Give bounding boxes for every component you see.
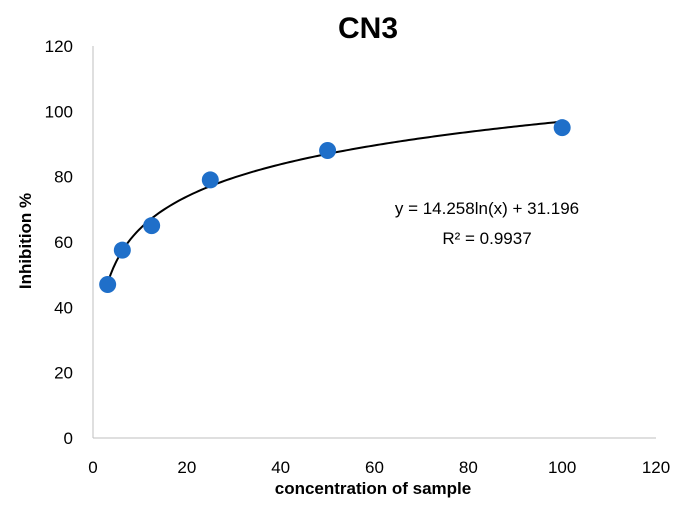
y-tick-label: 0 <box>64 429 73 448</box>
y-tick-label: 100 <box>45 102 73 121</box>
data-point <box>143 217 161 235</box>
trendline-equation: y = 14.258ln(x) + 31.196 <box>395 199 579 218</box>
data-point <box>99 275 117 293</box>
x-tick-label: 0 <box>88 458 97 477</box>
x-tick-label: 100 <box>548 458 576 477</box>
data-point <box>553 119 571 137</box>
data-point <box>113 241 131 259</box>
y-tick-label: 80 <box>54 168 73 187</box>
x-tick-label: 80 <box>459 458 478 477</box>
r-squared-label: R² = 0.9937 <box>442 229 531 248</box>
data-points <box>99 119 571 293</box>
y-tick-label: 120 <box>45 37 73 56</box>
y-tick-label: 20 <box>54 364 73 383</box>
x-tick-label: 60 <box>365 458 384 477</box>
y-tick-label: 60 <box>54 233 73 252</box>
x-axis-title: concentration of sample <box>275 479 471 498</box>
data-point <box>201 171 219 189</box>
data-point <box>319 142 337 160</box>
y-tick-label: 40 <box>54 298 73 317</box>
x-tick-label: 40 <box>271 458 290 477</box>
y-tick-labels: 0 20 40 60 80 100 120 <box>45 37 73 448</box>
y-axis-title: Inhibition % <box>16 193 35 289</box>
x-tick-label: 120 <box>642 458 670 477</box>
chart-title: CN3 <box>338 12 398 45</box>
x-tick-label: 20 <box>177 458 196 477</box>
x-tick-labels: 0 20 40 60 80 100 120 <box>88 458 670 477</box>
